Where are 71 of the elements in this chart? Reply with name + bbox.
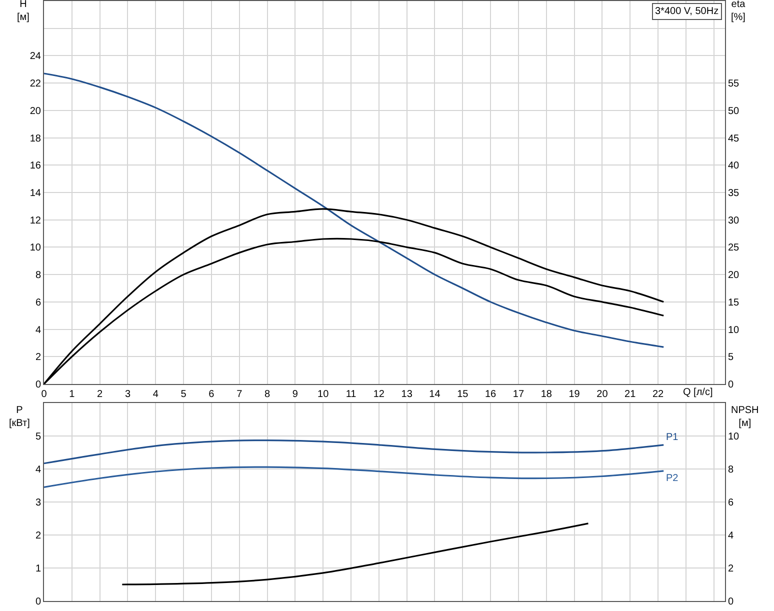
x-tick-label: 14: [429, 389, 441, 400]
y-tick-label: 3: [35, 498, 42, 508]
y2-tick-label: 0: [728, 380, 734, 390]
y-tick-label: 22: [30, 78, 42, 90]
series-label: P2: [666, 473, 679, 484]
y2-tick-label: 50: [728, 106, 740, 117]
line-series: [44, 72, 664, 348]
series-label: P1: [666, 432, 679, 443]
y-tick-label: 14: [30, 188, 42, 199]
y2-tick-label: 0: [728, 596, 734, 608]
y-tick-label: 0: [35, 596, 42, 608]
y-tick-label: 2: [35, 530, 42, 542]
x-tick-label: 9: [292, 389, 298, 400]
y2-tick-label: 30: [728, 215, 740, 226]
x-tick-label: 8: [264, 389, 270, 400]
x-tick-label: 20: [596, 389, 608, 400]
y-tick-label: 8: [35, 270, 42, 282]
y2-tick-label: 20: [728, 270, 740, 282]
y-tick-label: 2: [35, 352, 42, 364]
y-tick-label: 5: [35, 432, 42, 442]
y2-tick-label: 55: [728, 78, 740, 90]
y-tick-label: 12: [30, 215, 42, 226]
y2-tick-label: 6: [728, 498, 734, 508]
x-tick-label: 10: [318, 389, 330, 400]
y-tick-label: 10: [30, 242, 42, 254]
y-axis-title: H [м]: [17, 0, 30, 23]
y2-tick-label: 2: [728, 564, 734, 574]
y2-tick-label: 8: [728, 464, 734, 476]
x-tick-label: 19: [568, 389, 580, 400]
y-axis-title: P [кВт]: [9, 405, 30, 429]
x-tick-label: 16: [484, 389, 497, 400]
y-tick-label: 20: [30, 106, 42, 117]
x-axis-title: Q [л/с]: [683, 387, 713, 398]
y2-tick-label: 35: [728, 188, 740, 199]
x-tick-label: 4: [152, 389, 159, 400]
y2-tick-label: 10: [728, 432, 740, 442]
text: 3*400 V, 50Hz: [655, 6, 719, 17]
line-series: [44, 439, 664, 464]
y-tick-label: 1: [35, 564, 42, 574]
y2-tick-label: 15: [728, 297, 740, 308]
y2-tick-label: 10: [728, 324, 740, 336]
x-tick-label: 15: [457, 389, 469, 400]
y2-tick-label: 4: [728, 530, 734, 542]
x-tick-label: 11: [346, 389, 357, 400]
y2-tick-label: 40: [728, 160, 740, 172]
x-tick-label: 13: [401, 389, 413, 400]
line-series: [44, 466, 664, 488]
x-tick-label: 7: [236, 389, 243, 400]
y2-tick-label: 25: [728, 242, 740, 254]
x-tick-label: 6: [208, 389, 215, 400]
x-tick-label: 5: [180, 389, 187, 400]
y-tick-label: 18: [30, 133, 42, 144]
y-tick-label: 4: [35, 324, 42, 336]
x-tick-label: 18: [540, 389, 552, 400]
x-tick-label: 21: [624, 389, 636, 400]
y-tick-label: 16: [30, 160, 42, 172]
x-tick-label: 2: [97, 389, 104, 400]
x-tick-label: 17: [512, 389, 524, 400]
y2-axis-title: eta [%]: [731, 0, 746, 23]
y-tick-label: 24: [30, 51, 42, 62]
y-tick-label: 6: [35, 297, 42, 308]
y2-tick-label: 5: [728, 352, 734, 364]
x-tick-label: 3: [124, 389, 131, 400]
y2-tick-label: 45: [728, 133, 740, 144]
y2-axis-title: NPSH [м]: [731, 405, 759, 429]
x-tick-label: 1: [69, 389, 76, 400]
x-tick-label: 22: [652, 389, 664, 400]
y-tick-label: 4: [35, 464, 42, 476]
y-tick-label: 0: [35, 380, 42, 390]
line-series: [121, 522, 590, 586]
x-tick-label: 12: [373, 389, 385, 400]
